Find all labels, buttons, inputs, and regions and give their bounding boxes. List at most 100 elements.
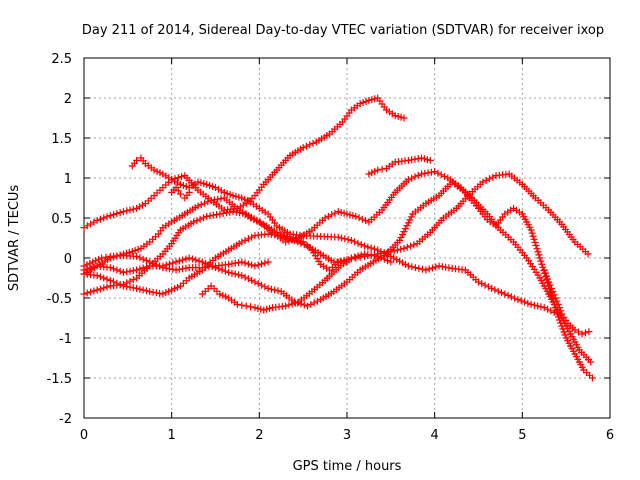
data-point <box>422 266 430 274</box>
series-track-7 <box>80 230 351 298</box>
data-point-interp <box>313 297 321 305</box>
data-point-interp <box>136 265 144 273</box>
data-point-interp <box>142 287 150 295</box>
data-point-interp <box>478 280 486 288</box>
data-point-interp <box>529 232 537 240</box>
data-point-interp <box>441 172 449 180</box>
data-point <box>133 252 141 260</box>
data-point <box>238 272 246 280</box>
data-point-interp <box>142 257 150 265</box>
data-point <box>501 290 509 298</box>
data-point <box>185 254 193 262</box>
data-point-interp <box>537 257 545 265</box>
data-point <box>176 190 184 198</box>
data-point-interp <box>358 215 366 223</box>
data-point <box>93 286 101 294</box>
data-point <box>488 284 496 292</box>
y-tick-label: 0 <box>64 252 72 267</box>
data-point-interp <box>310 299 318 307</box>
data-point-interp <box>291 299 299 307</box>
data-point-interp <box>528 229 536 237</box>
data-point-interp <box>504 291 512 299</box>
data-point-interp <box>238 301 246 309</box>
data-point <box>93 272 101 280</box>
data-point-interp <box>83 289 91 297</box>
data-point-interp <box>241 259 249 267</box>
data-point <box>299 144 307 152</box>
data-point <box>374 252 382 260</box>
data-point-interp <box>110 211 118 219</box>
data-point-interp <box>481 281 489 289</box>
data-point-interp <box>248 276 256 284</box>
data-point-interp <box>494 287 502 295</box>
data-point-interp <box>498 289 506 297</box>
data-point-interp <box>100 214 108 222</box>
data-point-interp <box>113 266 121 274</box>
data-point-interp <box>284 234 292 242</box>
data-point-interp <box>397 245 405 253</box>
data-point <box>93 216 101 224</box>
data-point <box>190 218 198 226</box>
data-point-interp <box>113 279 121 287</box>
data-point-interp <box>182 255 190 263</box>
data-point-interp <box>507 293 515 301</box>
data-point <box>233 300 241 308</box>
data-point-interp <box>139 264 147 272</box>
data-point-interp <box>393 246 401 254</box>
data-point-interp <box>367 244 375 252</box>
data-point-interp <box>110 278 118 286</box>
data-point <box>225 268 233 276</box>
data-point <box>374 166 382 174</box>
data-point-interp <box>555 304 563 312</box>
data-point <box>242 302 250 310</box>
data-point <box>277 232 285 240</box>
data-points-layer <box>80 94 596 382</box>
data-point-interp <box>432 263 440 271</box>
data-point-interp <box>129 205 137 213</box>
y-tick-label: 1 <box>64 172 72 187</box>
data-point <box>584 250 592 258</box>
data-point-interp <box>248 261 256 269</box>
y-axis-label: SDTVAR / TECUs <box>7 185 22 292</box>
data-point <box>133 284 141 292</box>
data-point-interp <box>156 262 164 270</box>
data-point-interp <box>535 251 543 259</box>
data-point <box>238 258 246 266</box>
data-point-interp <box>557 307 565 315</box>
data-point-interp <box>302 142 310 150</box>
data-point <box>426 156 434 164</box>
data-point-interp <box>491 286 499 294</box>
data-point-interp <box>511 294 519 302</box>
data-point <box>571 326 579 334</box>
data-point-interp <box>235 271 243 279</box>
data-point-interp <box>403 243 411 251</box>
data-point-interp <box>90 263 98 271</box>
data-point <box>545 278 553 286</box>
series-track-10 <box>540 266 593 338</box>
data-point-interp <box>300 241 308 249</box>
data-point <box>80 224 88 232</box>
data-point <box>321 214 329 222</box>
data-point-interp <box>380 255 388 263</box>
data-point-interp <box>250 216 258 224</box>
data-point-interp <box>541 269 549 277</box>
data-point-interp <box>354 252 362 260</box>
data-point-interp <box>193 217 201 225</box>
data-point <box>400 114 408 122</box>
data-point-interp <box>149 259 157 267</box>
data-point-interp <box>123 207 131 215</box>
data-point-interp <box>537 303 545 311</box>
data-point-interp <box>96 273 104 281</box>
data-point <box>185 188 193 196</box>
data-point-interp <box>169 259 177 267</box>
data-point-interp <box>142 263 150 271</box>
data-point-interp <box>248 233 256 241</box>
data-point-interp <box>581 329 589 337</box>
data-point-interp <box>561 331 569 339</box>
data-point-interp <box>559 325 567 333</box>
series-track-6 <box>80 252 272 274</box>
data-point-interp <box>362 217 370 225</box>
data-point-interp <box>377 254 385 262</box>
data-point-interp <box>406 216 414 224</box>
y-tick-label: 1.5 <box>51 132 72 147</box>
